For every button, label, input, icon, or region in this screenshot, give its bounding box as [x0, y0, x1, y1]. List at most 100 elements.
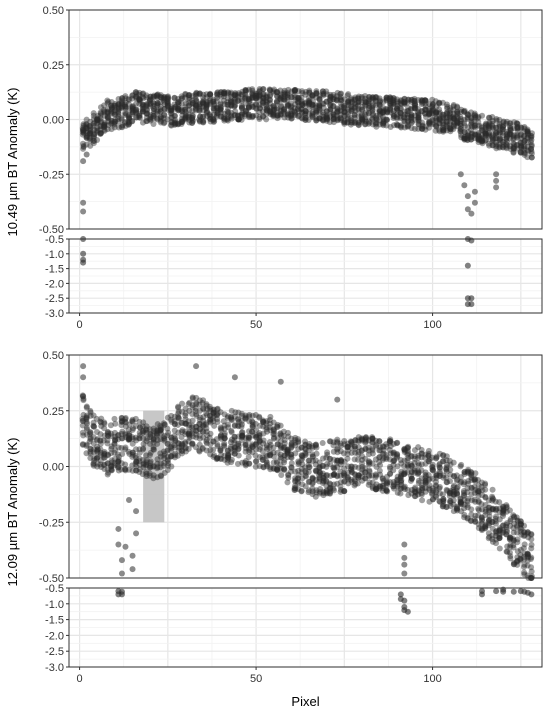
data-point	[211, 111, 218, 118]
data-point	[393, 111, 400, 118]
data-point	[405, 122, 412, 129]
data-point	[362, 93, 369, 100]
data-point	[197, 113, 204, 120]
data-point	[330, 96, 337, 103]
data-point	[348, 95, 355, 102]
data-point	[320, 116, 327, 123]
data-point	[115, 525, 122, 532]
data-point	[359, 106, 366, 113]
data-point	[313, 109, 320, 116]
data-point	[249, 91, 256, 98]
data-point	[115, 113, 122, 120]
data-point	[122, 122, 129, 129]
data-point	[214, 91, 221, 98]
data-point	[133, 530, 140, 537]
data-point	[330, 113, 337, 120]
data-point	[397, 105, 404, 112]
data-point	[249, 87, 256, 94]
data-point	[263, 458, 270, 465]
data-point	[164, 98, 171, 105]
data-point	[80, 374, 87, 381]
data-point	[338, 103, 345, 110]
data-point	[506, 507, 513, 514]
data-point	[316, 92, 323, 99]
data-point	[324, 112, 331, 119]
data-point	[351, 96, 358, 103]
data-point	[404, 114, 411, 121]
data-point	[324, 116, 331, 123]
data-point	[182, 113, 189, 120]
data-point	[281, 105, 288, 112]
data-point	[242, 95, 249, 102]
data-point	[111, 118, 118, 125]
data-point	[348, 98, 355, 105]
data-point	[306, 89, 313, 96]
data-point	[196, 117, 203, 124]
data-point	[129, 105, 136, 112]
data-point	[172, 103, 179, 110]
data-point	[207, 115, 214, 122]
data-point	[352, 103, 359, 110]
data-point	[302, 108, 309, 115]
data-point	[277, 96, 284, 103]
data-point	[298, 105, 305, 112]
data-point	[305, 99, 312, 106]
data-point	[122, 103, 129, 110]
data-point	[468, 210, 475, 217]
data-point	[160, 120, 167, 127]
data-point	[376, 101, 383, 108]
data-point	[97, 110, 104, 117]
data-point	[348, 99, 355, 106]
data-point	[242, 87, 249, 94]
data-point	[348, 103, 355, 110]
data-point	[168, 110, 175, 117]
data-point	[83, 124, 90, 131]
data-point	[167, 107, 174, 114]
data-point	[175, 120, 182, 127]
data-point	[370, 112, 377, 119]
data-point	[122, 103, 129, 110]
data-point	[376, 101, 383, 108]
data-point	[412, 102, 419, 109]
data-point	[408, 96, 415, 103]
data-point	[143, 110, 150, 117]
data-point	[172, 121, 179, 128]
series-points-upper	[79, 85, 535, 217]
data-point	[129, 566, 136, 573]
data-point	[200, 118, 207, 125]
data-point	[344, 114, 351, 121]
data-point	[175, 99, 182, 106]
data-point	[380, 120, 387, 127]
data-point	[411, 125, 418, 132]
data-point	[108, 102, 115, 109]
data-point	[313, 107, 320, 114]
data-point	[401, 561, 408, 568]
data-point	[309, 92, 316, 99]
data-point	[196, 91, 203, 98]
data-point	[355, 99, 362, 106]
data-point	[263, 92, 270, 99]
data-point	[245, 98, 252, 105]
data-point	[387, 124, 394, 131]
x-tick-label: 100	[423, 319, 441, 331]
data-point	[359, 117, 366, 124]
data-point	[80, 250, 87, 257]
data-point	[104, 126, 111, 133]
data-point	[337, 96, 344, 103]
data-point	[118, 104, 125, 111]
data-point	[246, 97, 253, 104]
data-point	[168, 110, 175, 117]
data-point	[186, 96, 193, 103]
data-point	[211, 107, 218, 114]
data-point	[90, 123, 97, 130]
data-point	[365, 98, 372, 105]
data-point	[137, 97, 144, 104]
data-point	[122, 119, 129, 126]
data-point	[288, 88, 295, 95]
data-point	[398, 98, 405, 105]
data-point	[294, 106, 301, 113]
data-point	[143, 114, 150, 121]
data-point	[165, 93, 172, 100]
data-point	[217, 107, 224, 114]
